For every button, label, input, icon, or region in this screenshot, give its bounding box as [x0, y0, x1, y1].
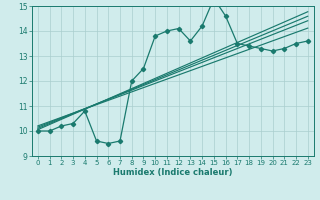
- X-axis label: Humidex (Indice chaleur): Humidex (Indice chaleur): [113, 168, 233, 177]
